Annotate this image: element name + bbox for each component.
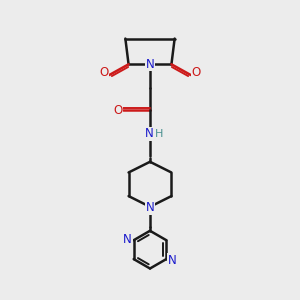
Text: N: N xyxy=(146,58,154,71)
Text: N: N xyxy=(168,254,177,267)
Text: H: H xyxy=(155,129,163,139)
Text: N: N xyxy=(146,201,154,214)
Text: O: O xyxy=(113,104,122,117)
Text: N: N xyxy=(145,128,153,140)
Text: O: O xyxy=(191,66,201,80)
Text: N: N xyxy=(123,232,132,246)
Text: O: O xyxy=(99,66,109,80)
